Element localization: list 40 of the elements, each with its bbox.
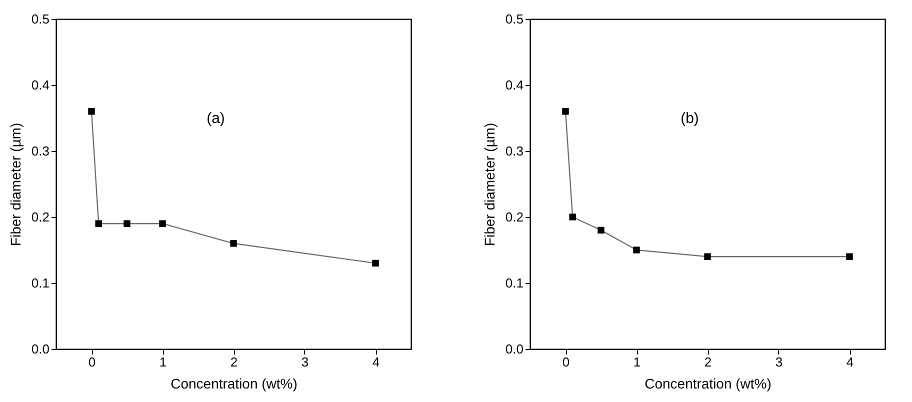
y-tick-label: 0.0 bbox=[31, 342, 50, 356]
y-tick-label: 0.0 bbox=[505, 342, 524, 356]
x-tick-label: 2 bbox=[704, 354, 712, 370]
y-tick-label: 0.4 bbox=[505, 78, 524, 92]
point bbox=[95, 220, 102, 227]
x-tick-label: 0 bbox=[88, 354, 96, 370]
x-tick-label: 2 bbox=[230, 354, 238, 370]
x-axis-title: Concentration (wt%) bbox=[170, 376, 298, 392]
point bbox=[846, 253, 853, 260]
x-tick-label: 3 bbox=[775, 354, 783, 370]
annotation: (a) bbox=[206, 110, 225, 127]
point bbox=[633, 246, 640, 254]
y-axis-title: Fiber diameter (µm) bbox=[481, 122, 498, 246]
y-tick-label: 0.4 bbox=[31, 78, 50, 92]
point bbox=[569, 214, 576, 220]
y-tick-label: 0.3 bbox=[31, 144, 50, 158]
x-tick-label: 0 bbox=[562, 354, 570, 370]
x-tick-label: 4 bbox=[372, 354, 380, 370]
point bbox=[372, 260, 379, 267]
point bbox=[88, 108, 95, 115]
x-tick-label: 1 bbox=[159, 354, 167, 370]
point bbox=[704, 253, 711, 260]
y-tick-label: 0.2 bbox=[31, 210, 50, 224]
annotation: (b) bbox=[680, 110, 699, 127]
x-tick-label: 3 bbox=[301, 354, 309, 370]
y-tick-label: 0.5 bbox=[31, 12, 50, 26]
point bbox=[562, 108, 569, 115]
point bbox=[230, 240, 237, 247]
x-tick-label: 4 bbox=[846, 354, 854, 370]
y-tick-label: 0.2 bbox=[505, 210, 524, 224]
y-tick-label: 0.3 bbox=[505, 144, 524, 158]
x-tick-label: 1 bbox=[633, 354, 641, 370]
point bbox=[124, 220, 130, 227]
point bbox=[598, 226, 604, 234]
x-axis-title: Concentration (wt%) bbox=[644, 376, 772, 392]
y-tick-label: 0.1 bbox=[31, 276, 50, 290]
point bbox=[159, 220, 166, 227]
y-axis-title: Fiber diameter (µm) bbox=[7, 122, 24, 246]
y-tick-label: 0.1 bbox=[505, 276, 524, 290]
y-tick-label: 0.5 bbox=[505, 12, 524, 26]
